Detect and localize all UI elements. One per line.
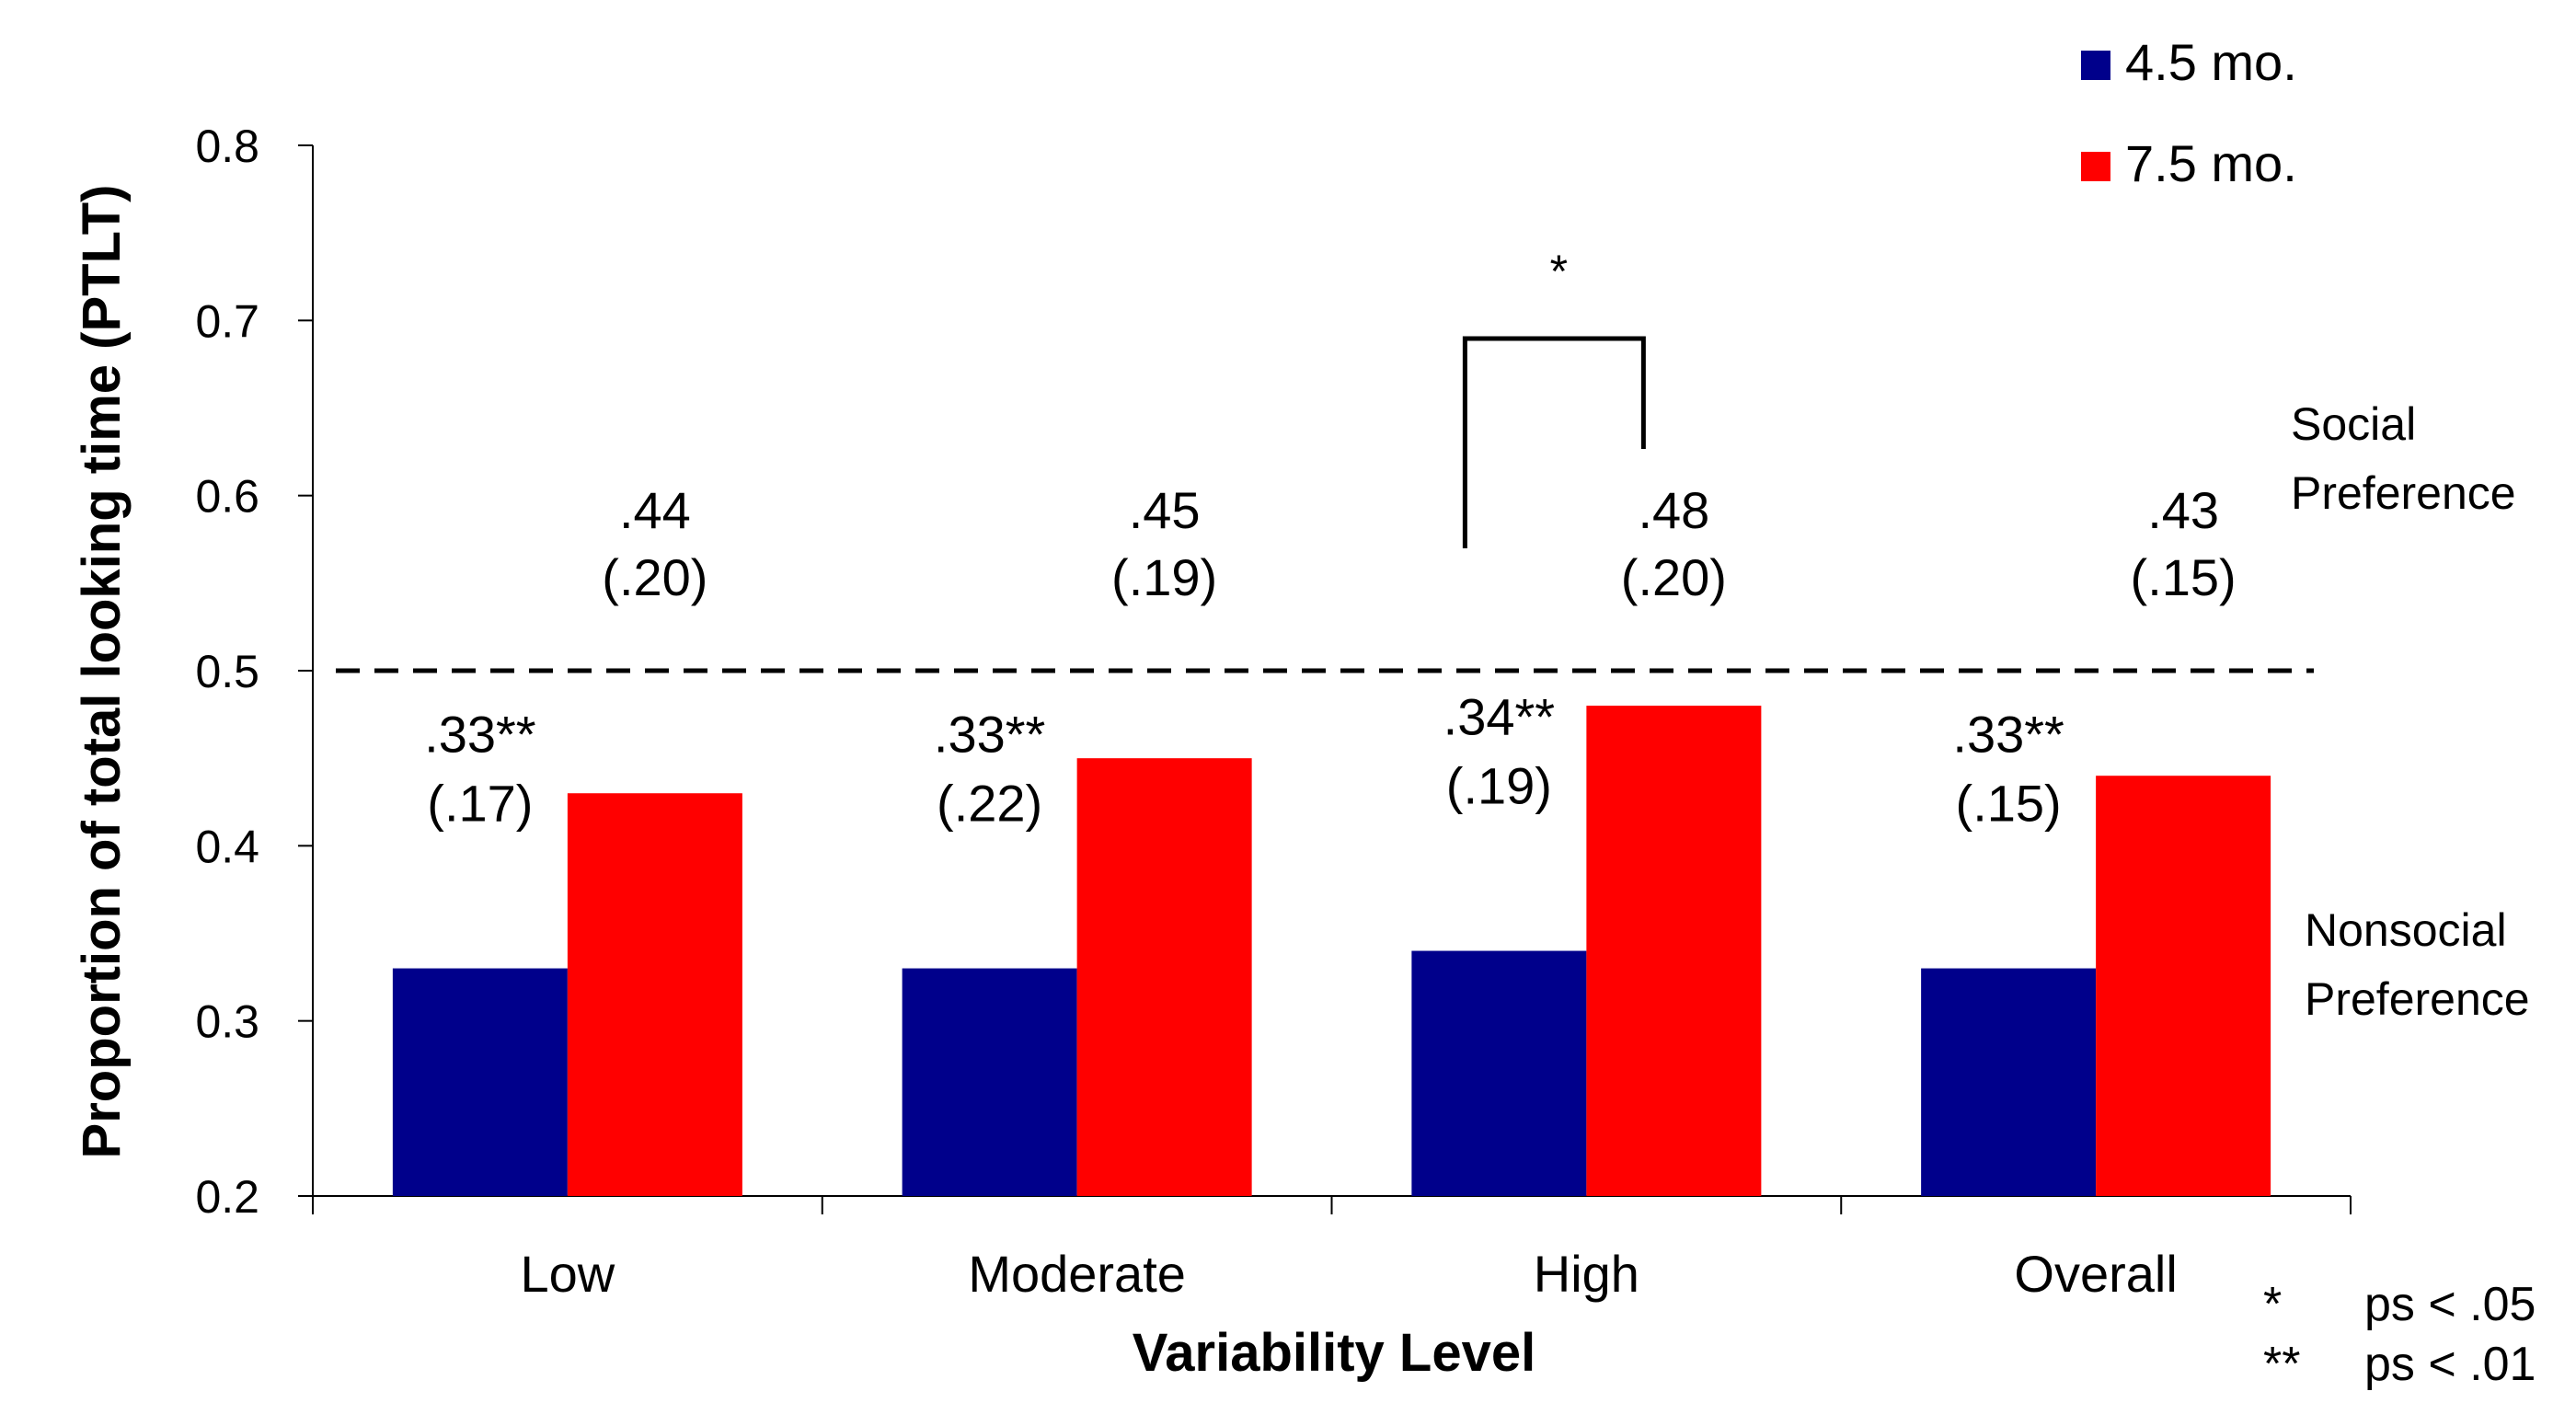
data-label-mean: .43: [2147, 481, 2219, 539]
y-tick-label: 0.8: [195, 121, 259, 172]
bar: [2096, 776, 2271, 1196]
bar: [567, 793, 742, 1196]
note-stars: **: [2263, 1338, 2300, 1391]
nonsocial-label-line1: Nonsocial: [2305, 904, 2507, 956]
axes: 0.2 0.3 0.4 0.5 0.6 0.7 0.8 Low Moderate High Over…: [72, 121, 2352, 1383]
legend-swatch: [2081, 51, 2110, 80]
data-label-sd: (.15): [2131, 548, 2237, 606]
data-label-mean: .33**: [934, 706, 1045, 764]
y-tick-label: 0.2: [195, 1171, 259, 1223]
data-label-sd: (.19): [1446, 757, 1552, 815]
y-tick-label: 0.4: [195, 821, 259, 872]
bar: [902, 968, 1077, 1196]
y-tick-label: 0.7: [195, 295, 259, 347]
y-tick-label: 0.6: [195, 471, 259, 523]
data-label-sd: (.22): [937, 775, 1042, 833]
bars: [392, 706, 2271, 1196]
note-text: ps < .01: [2364, 1338, 2536, 1391]
data-label-sd: (.20): [602, 548, 707, 606]
bar: [392, 968, 568, 1196]
legend-swatch: [2081, 152, 2110, 181]
y-axis-title: Proportion of total looking time (PTLT): [72, 185, 132, 1159]
nonsocial-label-line2: Preference: [2305, 973, 2530, 1025]
data-label-sd: (.19): [1111, 548, 1217, 606]
data-label-mean: .44: [619, 481, 691, 539]
bar: [1411, 950, 1587, 1196]
x-tick-label: Overall: [2014, 1245, 2177, 1303]
data-label-sd: (.20): [1621, 548, 1727, 606]
data-labels: .33** (.17) .33** (.22) .34** (.19) .33** (.15)…: [424, 481, 2237, 833]
data-label-mean: .33**: [1952, 706, 2064, 764]
x-tick-label: Moderate: [968, 1245, 1186, 1303]
bar: [1076, 758, 1252, 1196]
y-tick-label: 0.3: [195, 996, 259, 1048]
social-label-line2: Preference: [2291, 467, 2516, 519]
data-label-mean: .33**: [424, 706, 535, 764]
note-stars: *: [2263, 1278, 2282, 1331]
data-label-mean: .48: [1638, 481, 1709, 539]
data-label-sd: (.15): [1956, 775, 2062, 833]
legend: 4.5 mo. 7.5 mo.: [2081, 33, 2297, 192]
x-axis-title: Variability Level: [1133, 1323, 1535, 1383]
x-tick-label: Low: [521, 1245, 615, 1303]
data-label-mean: .34**: [1443, 688, 1555, 746]
legend-label: 4.5 mo.: [2125, 33, 2297, 91]
significance-bracket: [1462, 336, 1646, 548]
legend-label: 7.5 mo.: [2125, 134, 2297, 192]
y-tick-label: 0.5: [195, 646, 259, 697]
data-label-sd: (.17): [427, 775, 533, 833]
bar: [1921, 968, 2097, 1196]
social-label-line1: Social: [2291, 398, 2416, 450]
bar: [1586, 706, 1762, 1196]
x-tick-label: High: [1534, 1245, 1639, 1303]
note-text: ps < .05: [2364, 1278, 2536, 1331]
significance-star: *: [1550, 246, 1568, 297]
data-label-mean: .45: [1129, 481, 1201, 539]
